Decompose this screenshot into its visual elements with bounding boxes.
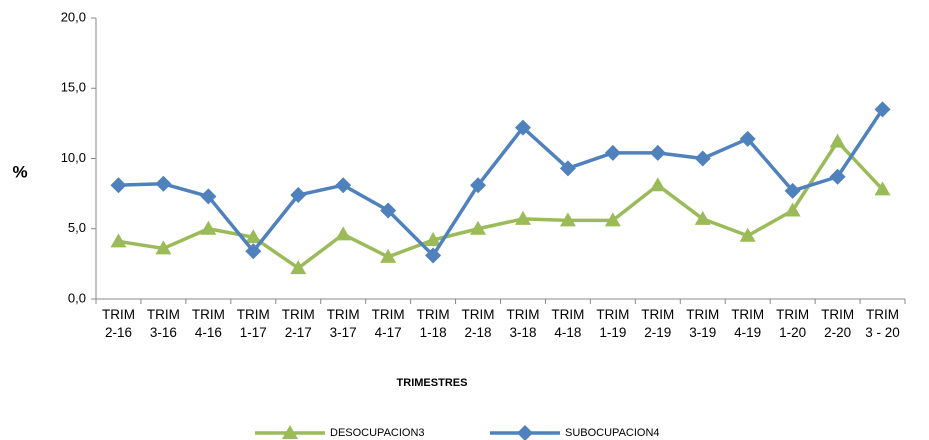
x-tick-label: TRIM 1-19 xyxy=(596,307,630,340)
point-marker xyxy=(335,226,352,241)
point-marker xyxy=(380,202,397,219)
x-tick-label: TRIM 2-19 xyxy=(641,307,675,340)
point-marker xyxy=(155,240,172,255)
point-marker xyxy=(829,133,846,148)
legend-label: SUBOCUPACION4 xyxy=(565,427,660,439)
x-tick-label: TRIM 3-18 xyxy=(506,307,540,340)
point-marker xyxy=(784,182,801,199)
x-tick-label: TRIM 1-18 xyxy=(416,307,450,340)
legend-marker xyxy=(282,425,298,439)
point-marker xyxy=(425,231,442,246)
point-marker xyxy=(335,177,352,194)
point-marker xyxy=(694,210,711,225)
point-marker xyxy=(694,150,711,167)
point-marker xyxy=(245,229,262,244)
point-marker xyxy=(649,144,666,161)
point-marker xyxy=(470,177,487,194)
x-tick-label: TRIM 3-16 xyxy=(146,307,180,340)
point-marker xyxy=(649,177,666,192)
point-marker xyxy=(829,168,846,185)
point-marker xyxy=(110,233,127,248)
legend-label: DESOCUPACION3 xyxy=(330,427,425,439)
line-series xyxy=(118,108,884,258)
line-series xyxy=(118,139,884,270)
x-tick-label: TRIM 2-18 xyxy=(461,307,495,340)
x-tick-label: TRIM 4-19 xyxy=(731,307,765,340)
point-marker xyxy=(110,177,127,194)
point-marker xyxy=(739,227,756,242)
x-tick-label: TRIM 1-20 xyxy=(776,307,810,340)
point-marker xyxy=(604,212,621,227)
x-tick-label: TRIM 1-17 xyxy=(236,307,270,340)
y-tick-label: 10,0 xyxy=(61,150,86,165)
point-marker xyxy=(514,210,531,225)
point-marker xyxy=(874,181,891,196)
x-tick-label: TRIM 3-17 xyxy=(326,307,360,340)
point-marker xyxy=(559,160,576,177)
legend-marker xyxy=(517,425,533,440)
point-marker xyxy=(514,119,531,136)
y-tick-label: 5,0 xyxy=(68,220,86,235)
point-marker xyxy=(874,101,891,118)
x-tick-label: TRIM 2-16 xyxy=(101,307,135,340)
y-axis-label: % xyxy=(12,162,27,181)
point-marker xyxy=(470,220,487,235)
x-tick-label: TRIM 4-17 xyxy=(371,307,405,340)
point-marker xyxy=(155,175,172,192)
point-marker xyxy=(290,260,307,275)
point-marker xyxy=(604,144,621,161)
point-marker xyxy=(784,202,801,217)
x-tick-label: TRIM 2-20 xyxy=(821,307,855,340)
x-tick-label: TRIM 3-19 xyxy=(686,307,720,340)
x-axis-label: TRIMESTRES xyxy=(397,377,468,389)
point-marker xyxy=(245,243,262,260)
x-tick-label: TRIM 2-17 xyxy=(281,307,315,340)
y-tick-label: 20,0 xyxy=(61,9,86,24)
point-marker xyxy=(200,188,217,205)
point-marker xyxy=(290,187,307,204)
y-tick-label: 15,0 xyxy=(61,80,86,95)
x-tick-label: TRIM 3 - 20 xyxy=(865,307,900,340)
point-marker xyxy=(425,247,442,264)
point-marker xyxy=(739,130,756,147)
x-tick-label: TRIM 4-18 xyxy=(551,307,585,340)
x-tick-label: TRIM 4-16 xyxy=(191,307,225,340)
y-tick-label: 0,0 xyxy=(68,290,86,305)
point-marker xyxy=(559,212,576,227)
point-marker xyxy=(380,248,397,263)
point-marker xyxy=(200,220,217,235)
